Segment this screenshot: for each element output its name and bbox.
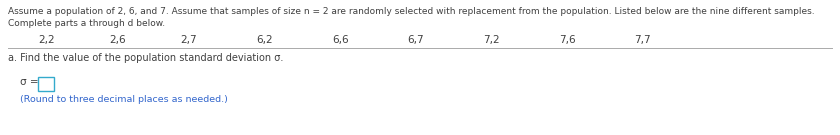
Text: 7,7: 7,7 (634, 35, 651, 45)
Text: 2,2: 2,2 (38, 35, 55, 45)
Text: a. Find the value of the population standard deviation σ.: a. Find the value of the population stan… (8, 53, 283, 63)
Text: 6,6: 6,6 (332, 35, 349, 45)
Text: 7,2: 7,2 (483, 35, 500, 45)
Text: 6,2: 6,2 (256, 35, 273, 45)
FancyBboxPatch shape (38, 77, 54, 91)
Text: 6,7: 6,7 (407, 35, 424, 45)
Text: 2,6: 2,6 (109, 35, 126, 45)
Text: Complete parts a through d below.: Complete parts a through d below. (8, 19, 165, 28)
Text: σ =: σ = (20, 77, 39, 87)
Text: Assume a population of 2, 6, and 7. Assume that samples of size n = 2 are random: Assume a population of 2, 6, and 7. Assu… (8, 7, 815, 16)
Text: 7,6: 7,6 (559, 35, 575, 45)
Text: 2,7: 2,7 (181, 35, 197, 45)
Text: (Round to three decimal places as needed.): (Round to three decimal places as needed… (20, 95, 228, 104)
